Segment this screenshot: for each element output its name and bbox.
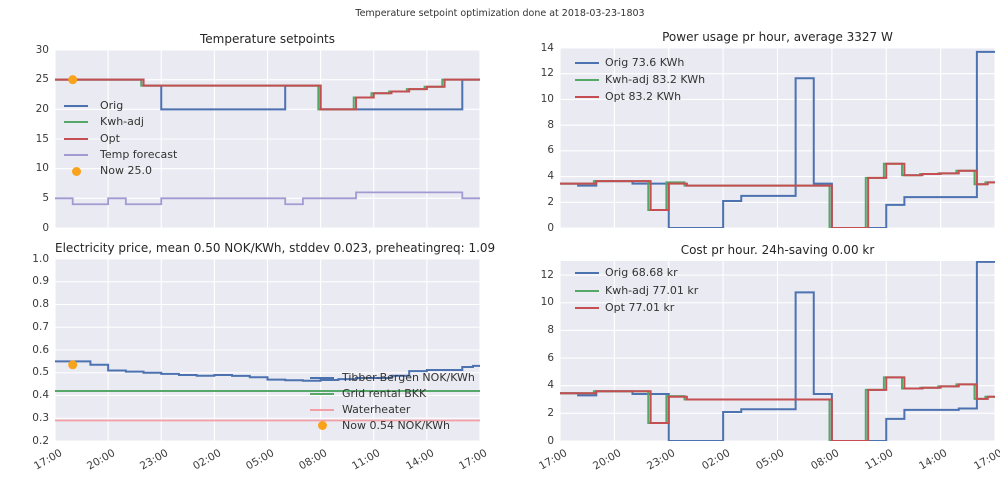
x-tick-label: 02:00 (191, 447, 224, 473)
x-tick-label: 08:00 (297, 447, 330, 473)
x-tick-label: 20:00 (84, 447, 118, 473)
legend-label: Opt (100, 131, 120, 145)
y-tick-label: 4 (547, 170, 554, 183)
y-tick-label: 12 (540, 67, 554, 80)
legend-label: Tibber-Bergen NOK/KWh (342, 370, 475, 384)
x-tick-label: 11:00 (350, 447, 383, 473)
y-tick-label: 0.4 (32, 389, 49, 401)
legend-line-swatch (575, 96, 599, 99)
legend-label: Kwh-adj 83.2 KWh (605, 73, 706, 86)
x-tick-label: 17:00 (456, 447, 489, 473)
x-tick-label: 05:00 (244, 447, 277, 473)
cost-pr-hour-plot-area (560, 261, 995, 441)
x-tick-label: 17:00 (536, 447, 569, 473)
y-tick-label: 0.7 (32, 320, 49, 333)
legend-dot-swatch (318, 421, 327, 430)
x-tick-label: 05:00 (754, 447, 787, 473)
legend-dot-swatch (72, 166, 81, 176)
legend-label: Now 0.54 NOK/KWh (342, 418, 450, 432)
electricity-price-title: Electricity price, mean 0.50 NOK/KWh, st… (55, 241, 496, 255)
y-tick-label: 25 (35, 73, 49, 86)
y-tick-label: 10 (35, 162, 49, 175)
x-tick-label: 14:00 (403, 447, 436, 473)
legend-label: Orig (100, 99, 124, 112)
legend-label: Opt 77.01 kr (605, 301, 675, 314)
series-temp-forecast-line (55, 191, 480, 206)
cost-pr-hour-title: Cost pr hour. 24h-saving 0.00 kr (680, 243, 875, 257)
y-tick-label: 30 (35, 43, 49, 56)
series-tibber-bergen-nok-kwh-line (55, 360, 480, 382)
power-usage-plot-area (560, 48, 995, 228)
figure-suptitle: Temperature setpoint optimization done a… (355, 8, 645, 19)
y-tick-label: 0.6 (32, 343, 49, 356)
y-tick-label: 20 (35, 102, 49, 115)
x-tick-label: 23:00 (645, 447, 678, 473)
y-tick-label: 12 (540, 268, 554, 281)
now-marker-dot (68, 360, 78, 370)
legend-label: Orig 68.68 kr (605, 266, 678, 279)
power-usage-title: Power usage pr hour, average 3327 W (662, 30, 893, 44)
x-tick-label: 02:00 (699, 447, 733, 473)
legend-line-swatch (575, 272, 599, 275)
legend-label: Waterheater (342, 402, 411, 416)
y-tick-label: 0.9 (32, 275, 49, 288)
electricity-price-plot-area (55, 259, 480, 441)
x-tick-label: 23:00 (138, 447, 171, 473)
x-tick-label: 11:00 (863, 447, 896, 473)
legend-label: Kwh-adj (100, 115, 144, 129)
legend-line-swatch (310, 408, 334, 411)
series-opt-line (560, 376, 995, 441)
temperature-setpoints-title: Temperature setpoints (199, 32, 336, 46)
legend-line-swatch (64, 153, 88, 157)
legend-line-swatch (64, 121, 88, 124)
y-tick-label: 6 (547, 144, 554, 157)
y-tick-label: 0.5 (32, 366, 49, 379)
y-tick-label: 0.2 (32, 434, 49, 447)
y-tick-label: 0 (42, 221, 49, 234)
y-tick-label: 14 (540, 41, 554, 54)
legend-line-swatch (310, 376, 334, 379)
legend-line-swatch (575, 62, 599, 65)
now-marker-dot (68, 75, 78, 85)
x-tick-label: 20:00 (591, 447, 624, 473)
y-tick-label: 5 (42, 191, 49, 204)
y-tick-label: 0.8 (32, 298, 49, 310)
y-tick-label: 0.3 (32, 411, 49, 424)
y-tick-label: 8 (547, 323, 554, 336)
legend-label: Orig 73.6 KWh (605, 56, 685, 69)
y-tick-label: 6 (547, 351, 554, 364)
legend-line-swatch (310, 392, 334, 395)
legend-label: Kwh-adj 77.01 kr (605, 283, 699, 297)
y-tick-label: 0 (547, 434, 554, 447)
series-opt-line (560, 162, 995, 228)
legend-label: Now 25.0 (100, 164, 152, 178)
x-tick-label: 08:00 (808, 447, 841, 473)
x-tick-label: 14:00 (917, 447, 950, 473)
y-tick-label: 1.0 (32, 252, 49, 265)
x-tick-label: 17:00 (31, 447, 64, 473)
x-tick-label: 17:00 (971, 447, 1000, 473)
y-tick-label: 4 (547, 379, 554, 392)
legend-line-swatch (575, 307, 599, 310)
temperature-setpoints-plot-area (55, 50, 480, 228)
legend-label: Opt 83.2 KWh (605, 90, 682, 103)
y-tick-label: 2 (547, 406, 554, 419)
legend-line-swatch (575, 79, 599, 82)
y-tick-label: 10 (540, 296, 554, 309)
legend-line-swatch (575, 289, 599, 292)
y-tick-label: 8 (547, 118, 554, 131)
legend-label: Temp forecast (100, 147, 178, 161)
series-opt-line (55, 78, 480, 111)
y-tick-label: 10 (540, 92, 554, 105)
legend-label: Grid rental BKK (342, 386, 427, 400)
legend-line-swatch (64, 137, 88, 140)
y-tick-label: 0 (547, 221, 554, 234)
legend-line-swatch (64, 105, 88, 108)
y-tick-label: 15 (35, 132, 49, 145)
y-tick-label: 2 (547, 195, 554, 208)
